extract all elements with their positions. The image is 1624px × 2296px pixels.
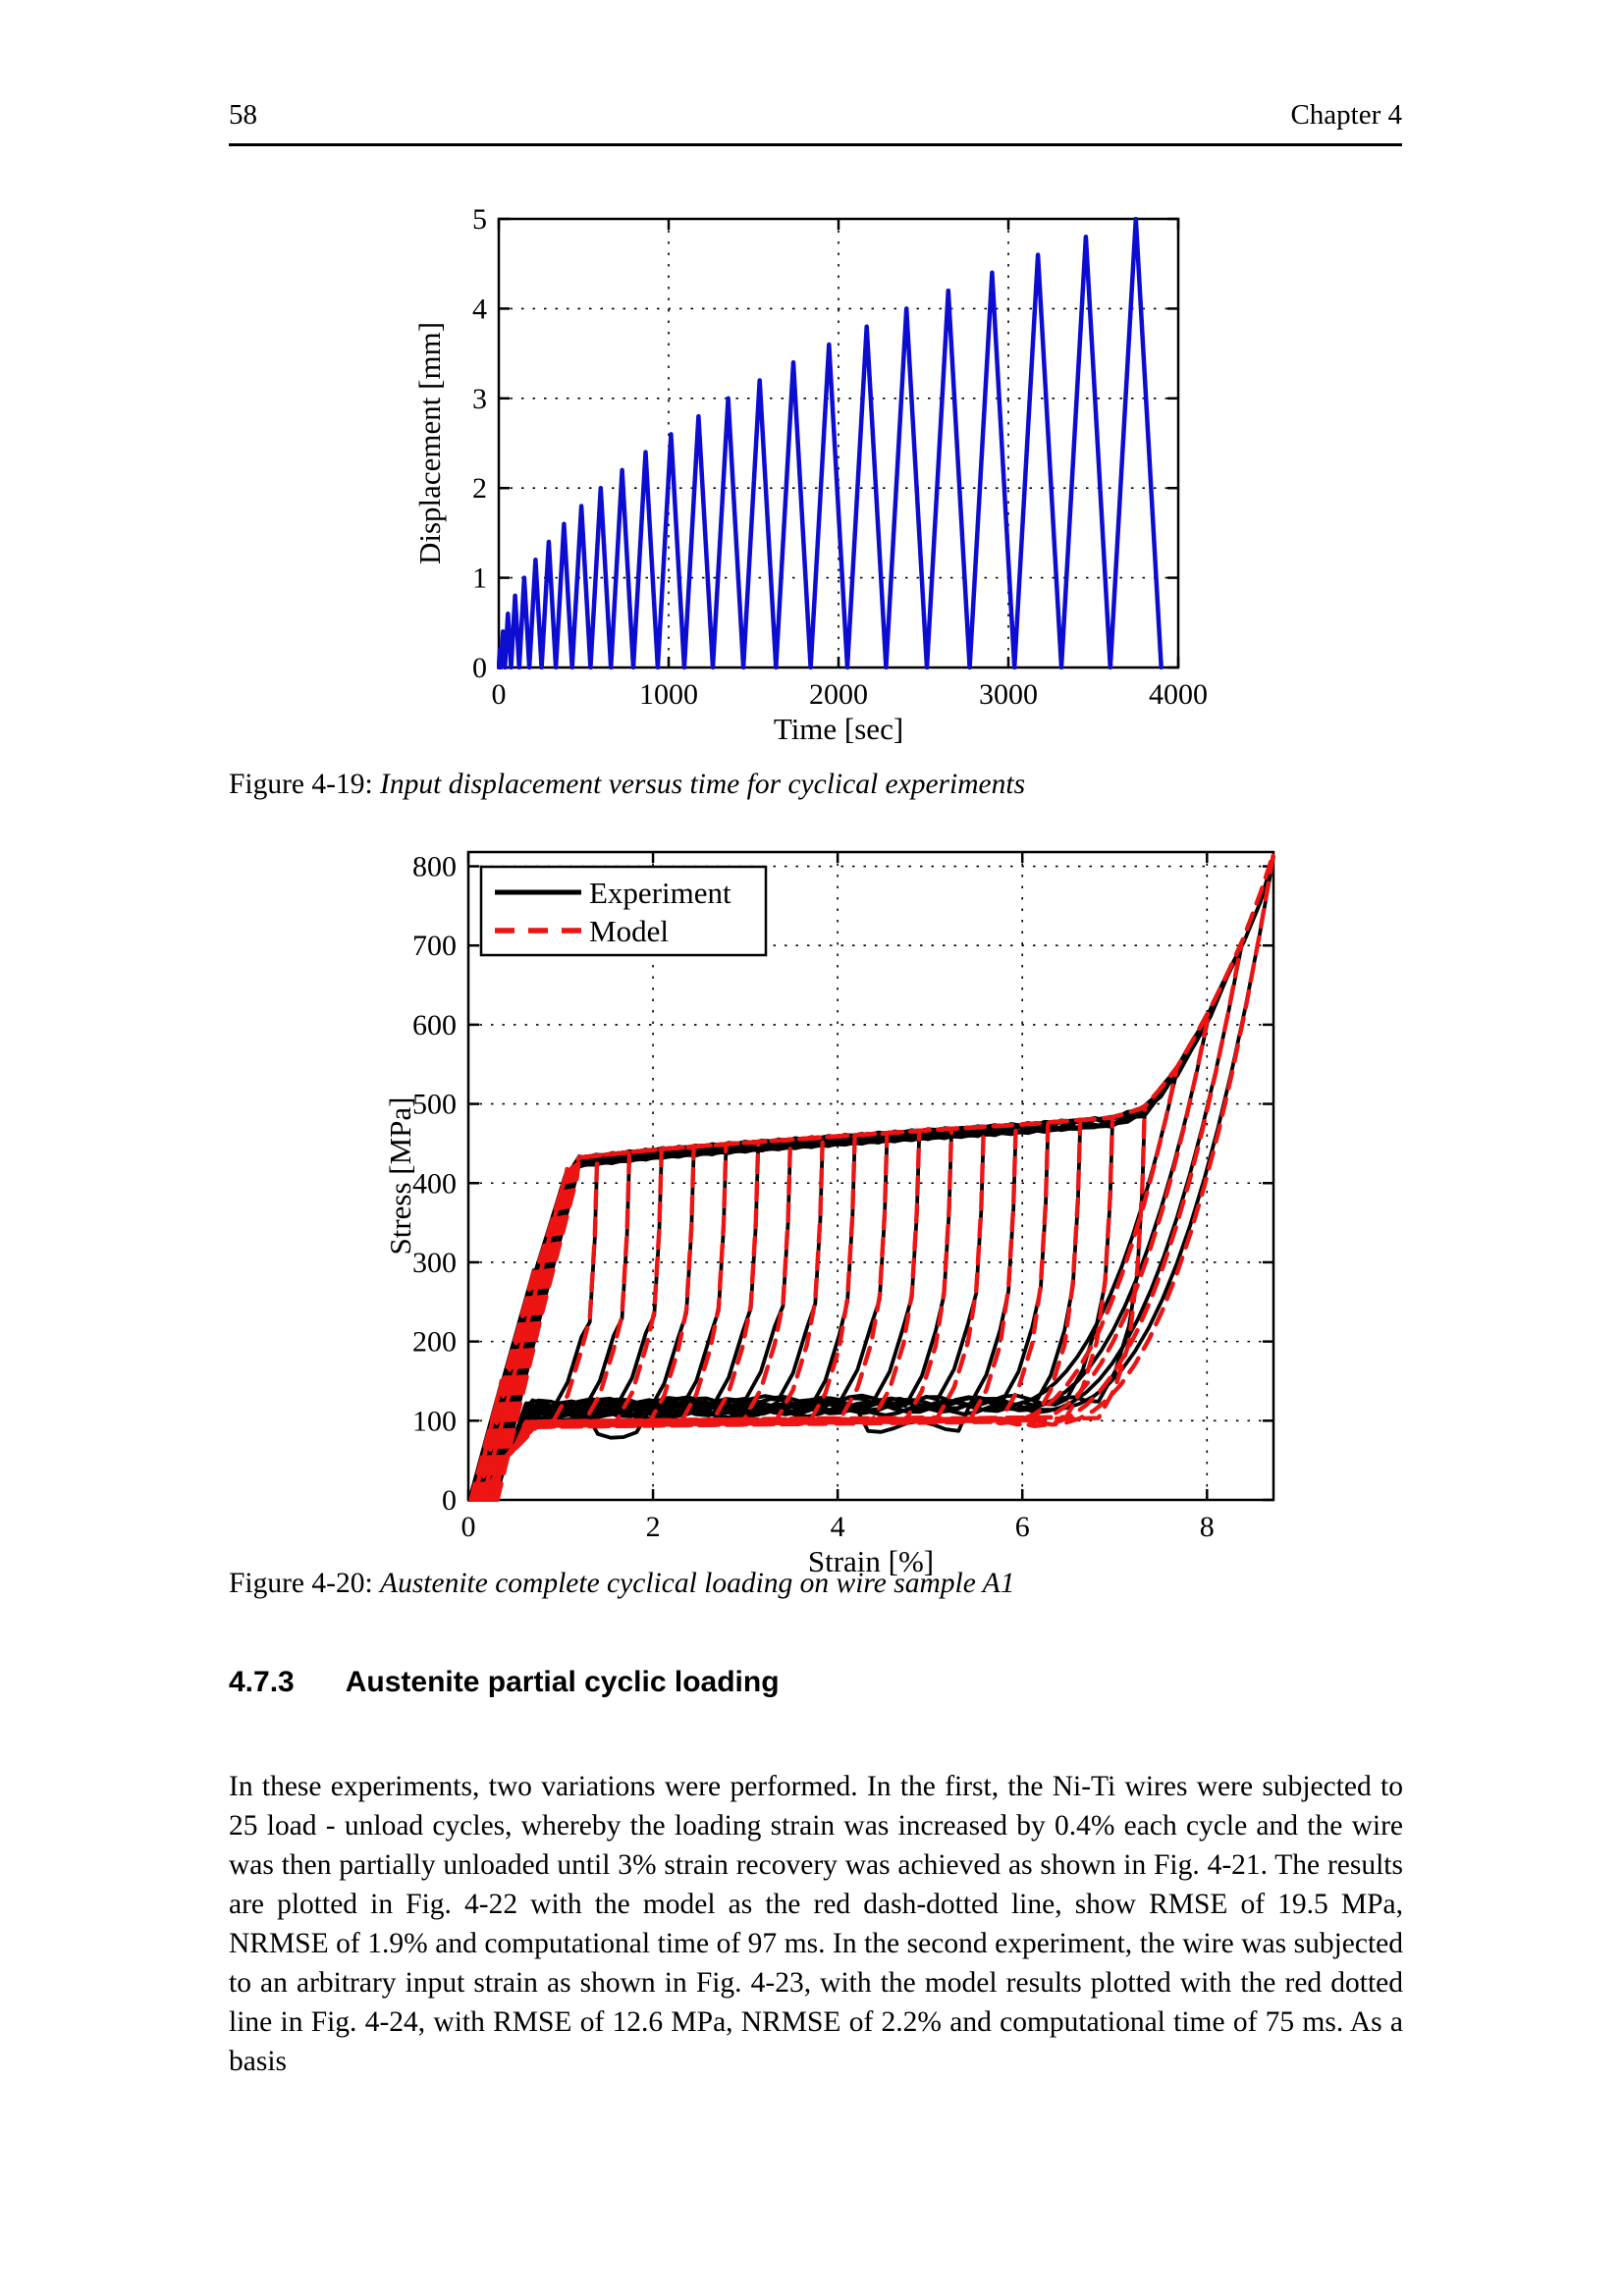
svg-text:4000: 4000	[1149, 678, 1208, 711]
svg-text:Strain [%]: Strain [%]	[808, 1544, 934, 1578]
svg-text:2: 2	[646, 1511, 661, 1543]
svg-text:0: 0	[461, 1511, 476, 1543]
svg-text:400: 400	[412, 1167, 457, 1200]
svg-text:Stress [MPa]: Stress [MPa]	[383, 1096, 417, 1255]
svg-text:4: 4	[831, 1511, 845, 1543]
page-number: 58	[229, 99, 257, 131]
chapter-label: Chapter 4	[1290, 99, 1402, 131]
svg-text:200: 200	[412, 1326, 457, 1359]
svg-text:3: 3	[472, 383, 487, 415]
caption-prefix: Figure 4-20:	[229, 1568, 381, 1599]
svg-text:0: 0	[442, 1484, 457, 1517]
svg-text:600: 600	[412, 1009, 457, 1041]
svg-text:1: 1	[472, 562, 487, 595]
page-header: 58 Chapter 4	[229, 96, 1402, 146]
svg-text:8: 8	[1200, 1511, 1215, 1543]
svg-text:1000: 1000	[639, 678, 698, 711]
figure-4-19-caption: Figure 4-19: Input displacement versus t…	[229, 769, 1025, 801]
svg-text:2000: 2000	[809, 678, 868, 711]
svg-text:300: 300	[412, 1247, 457, 1279]
section-title: Austenite partial cyclic loading	[345, 1666, 780, 1698]
svg-text:500: 500	[412, 1089, 457, 1121]
section-heading: 4.7.3 Austenite partial cyclic loading	[229, 1666, 780, 1699]
svg-text:0: 0	[492, 678, 507, 711]
body-paragraph: In these experiments, two variations wer…	[229, 1770, 1403, 2077]
svg-text:2: 2	[472, 472, 487, 505]
svg-text:4: 4	[472, 293, 487, 325]
section-number: 4.7.3	[229, 1666, 295, 1698]
caption-text: Austenite complete cyclical loading on w…	[380, 1568, 1015, 1599]
svg-text:3000: 3000	[979, 678, 1038, 711]
svg-text:Time [sec]: Time [sec]	[774, 712, 903, 746]
figure-4-19-plot: 0 1000 2000 3000 4000 0 1 2 3 4 5 Time [sec] Displac…	[412, 203, 1208, 746]
caption-prefix: Figure 4-19:	[229, 769, 381, 800]
figure-4-20-caption: Figure 4-20: Austenite complete cyclical…	[229, 1568, 1014, 1600]
svg-text:6: 6	[1015, 1511, 1030, 1543]
svg-text:Experiment: Experiment	[589, 876, 731, 910]
svg-text:100: 100	[412, 1405, 457, 1437]
figure-4-20-plot: 0 2 4 6 8 0 100 200 300 400 500 600 700 800 Strain [%]…	[383, 851, 1275, 1578]
svg-text:5: 5	[472, 203, 487, 236]
svg-text:Displacement [mm]: Displacement [mm]	[412, 322, 447, 564]
caption-text: Input displacement versus time for cycli…	[380, 769, 1026, 800]
svg-text:Model: Model	[589, 914, 669, 948]
svg-text:700: 700	[412, 930, 457, 962]
svg-text:800: 800	[412, 851, 457, 883]
svg-text:0: 0	[472, 652, 487, 684]
